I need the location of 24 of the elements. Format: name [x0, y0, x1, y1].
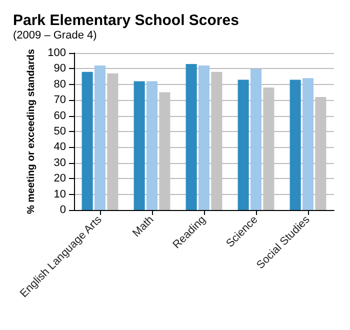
bar — [186, 64, 197, 210]
bar — [198, 66, 210, 210]
y-tick-label: 70 — [54, 94, 66, 106]
y-tick-label: 50 — [54, 126, 66, 138]
bar — [94, 66, 106, 210]
bar — [302, 78, 314, 210]
y-tick-label: 10 — [54, 188, 66, 200]
y-tick-label: 0 — [60, 204, 66, 216]
chart-subtitle: (2009 – Grade 4) — [13, 30, 97, 42]
y-axis-title: % meeting or exceeding standards — [26, 48, 38, 214]
y-tick-label: 20 — [54, 172, 66, 185]
bar — [146, 81, 158, 210]
y-tick-label: 90 — [54, 62, 66, 75]
bar — [290, 80, 301, 210]
bar — [238, 80, 249, 210]
bar — [250, 68, 262, 210]
y-tick-label: 80 — [54, 78, 66, 90]
y-tick-label: 60 — [54, 110, 66, 122]
bar — [82, 72, 93, 210]
y-tick-label: 30 — [54, 156, 66, 169]
y-tick-label: 100 — [48, 47, 66, 59]
bar — [134, 81, 145, 210]
chart-title: Park Elementary School Scores — [13, 12, 239, 29]
y-tick-label: 40 — [54, 141, 66, 154]
